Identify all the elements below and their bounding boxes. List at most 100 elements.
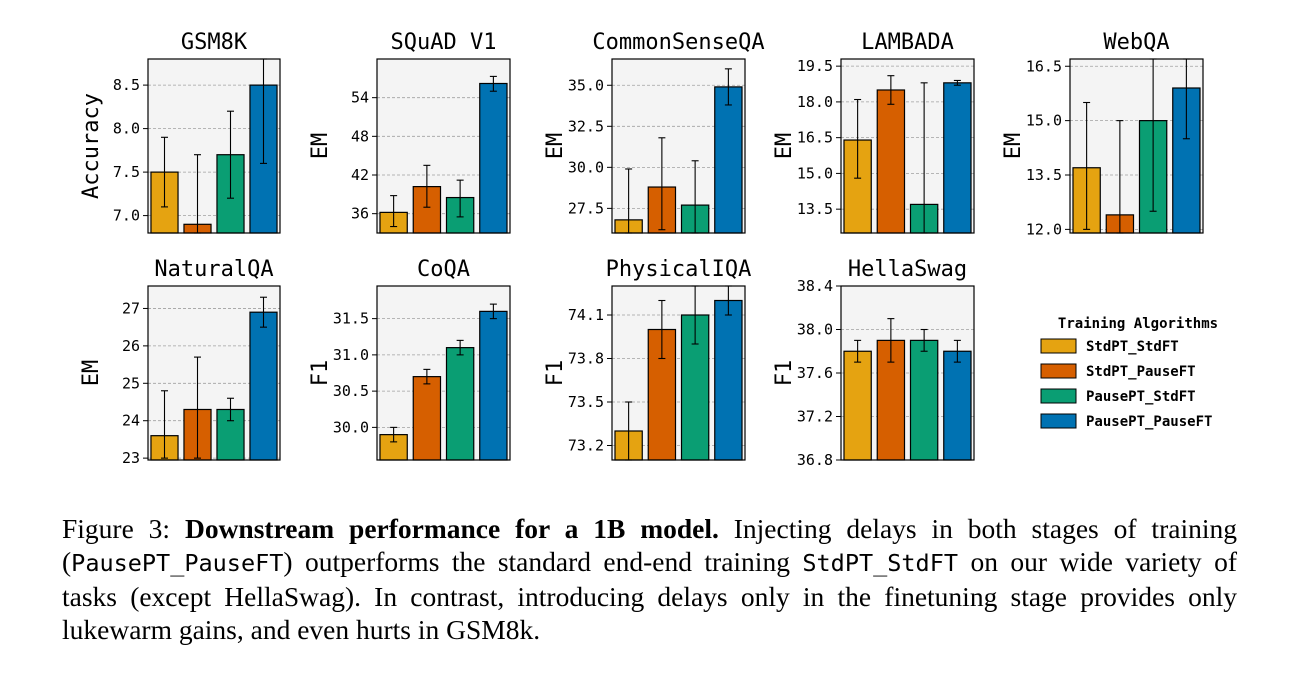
- figure-caption: Figure 3: Downstream performance for a 1…: [62, 512, 1237, 646]
- legend-swatch: [1040, 413, 1077, 429]
- plot-frame: [376, 285, 511, 461]
- y-axis-label: EM: [1001, 133, 1026, 160]
- y-tick-label: 19.5: [797, 57, 833, 75]
- bar-pausept_pauseft: [714, 86, 743, 234]
- legend-entry-label: StdPT_PauseFT: [1086, 364, 1196, 380]
- y-axis-label: EM: [772, 133, 797, 160]
- bar-pausept_pauseft: [714, 299, 743, 461]
- chart-panel-webqa: 12.0 13.5 15.0 16.5 WebQA EM: [1001, 30, 1204, 238]
- y-axis-label: F1: [543, 360, 568, 387]
- y-tick-label: 36.8: [797, 451, 833, 469]
- y-axis-label: EM: [543, 133, 568, 160]
- y-tick-label: 73.2: [568, 437, 604, 455]
- legend-swatch: [1040, 338, 1077, 354]
- y-tick-label: 37.6: [797, 364, 833, 382]
- y-tick-label: 12.0: [1026, 220, 1062, 238]
- y-tick-label: 27: [122, 299, 140, 317]
- y-tick-label: 16.5: [1026, 57, 1062, 75]
- bar-pausept_pauseft: [943, 350, 972, 461]
- caption-prefix: Figure 3:: [62, 513, 185, 544]
- y-tick-label: 16.5: [797, 129, 833, 147]
- y-tick-label: 31.5: [333, 310, 369, 328]
- y-tick-label: 32.5: [568, 117, 604, 135]
- legend-entry-label: PausePT_PauseFT: [1086, 414, 1212, 430]
- y-tick-label: 74.1: [568, 306, 604, 324]
- y-tick-label: 13.5: [797, 200, 833, 218]
- caption-code-2: StdPT_StdFT: [802, 549, 959, 577]
- chart-panel-lambada: 13.5 15.0 16.5 18.0 19.5 LAMBADA EM: [772, 30, 975, 234]
- bar-pausept_pauseft: [249, 311, 278, 461]
- chart-panel-naturalqa: 23 24 25 26 27 NaturalQA EM: [79, 257, 281, 467]
- chart-title: HellaSwag: [848, 257, 967, 282]
- y-tick-label: 18.0: [797, 93, 833, 111]
- chart-title: LAMBADA: [861, 30, 954, 55]
- plot-frame: [147, 58, 281, 234]
- y-tick-label: 23: [122, 449, 140, 467]
- caption-text-1: Injecting delays in both stages of train…: [62, 513, 1237, 577]
- legend-entry-label: StdPT_StdFT: [1086, 339, 1179, 355]
- y-axis-label: EM: [79, 360, 104, 387]
- caption-text-3: on our wide variety of tasks (except Hel…: [62, 546, 1237, 645]
- y-tick-label: 7.5: [113, 163, 140, 181]
- plot-frame: [1069, 58, 1204, 234]
- legend-title: Training Algorithms: [1058, 316, 1218, 332]
- bar-pausept_pauseft: [479, 310, 508, 461]
- y-tick-label: 15.0: [1026, 112, 1062, 130]
- bar-stdpt_stdft: [843, 350, 872, 461]
- chart-title: NaturalQA: [154, 257, 273, 282]
- plot-frame: [611, 285, 746, 461]
- y-axis-label: Accuracy: [79, 93, 104, 199]
- chart-panel-physicaliqa: 73.2 73.5 73.8 74.1 PhysicalIQA F1: [543, 257, 751, 461]
- y-tick-label: 30.0: [568, 158, 604, 176]
- bar-pausept_stdft: [445, 347, 475, 461]
- y-tick-label: 38.4: [797, 277, 833, 295]
- bar-stdpt_pauseft: [876, 89, 906, 234]
- y-tick-label: 48: [351, 127, 369, 145]
- chart-panel-squad-v1: 36 42 48 54 SQuAD V1 EM: [308, 30, 511, 234]
- y-tick-label: 26: [122, 337, 140, 355]
- chart-title: SQuAD V1: [391, 30, 497, 55]
- y-axis-label: F1: [772, 360, 797, 387]
- plot-frame: [147, 285, 281, 461]
- chart-panel-gsm8k: 7.0 7.5 8.0 8.5 GSM8K Accuracy: [79, 30, 281, 234]
- y-tick-label: 27.5: [568, 199, 604, 217]
- bar-pausept_stdft: [909, 339, 939, 461]
- y-tick-label: 13.5: [1026, 166, 1062, 184]
- caption-code-1: PausePT_PauseFT: [71, 549, 284, 577]
- y-axis-label: EM: [308, 133, 333, 160]
- plot-frame: [611, 58, 746, 234]
- chart-panel-coqa: 30.0 30.5 31.0 31.5 CoQA F1: [308, 257, 511, 461]
- y-tick-label: 73.8: [568, 350, 604, 368]
- y-tick-label: 38.0: [797, 321, 833, 339]
- y-tick-label: 30.0: [333, 418, 369, 436]
- legend-swatch: [1040, 363, 1077, 379]
- y-axis-label: F1: [308, 360, 333, 387]
- caption-bold: Downstream performance for a 1B model.: [184, 513, 719, 544]
- bar-pausept_pauseft: [943, 82, 972, 234]
- y-tick-label: 30.5: [333, 382, 369, 400]
- y-tick-label: 15.0: [797, 164, 833, 182]
- y-tick-label: 7.0: [113, 207, 140, 225]
- y-tick-label: 42: [351, 166, 369, 184]
- y-tick-label: 8.5: [113, 76, 140, 94]
- chart-title: CommonSenseQA: [592, 30, 764, 55]
- chart-panel-commonsenseqa: 27.5 30.0 32.5 35.0 CommonSenseQA EM: [543, 30, 765, 234]
- legend-swatch: [1040, 388, 1077, 404]
- plot-frame: [376, 58, 511, 234]
- chart-title: WebQA: [1103, 30, 1169, 55]
- chart-panel-hellaswag: 36.8 37.2 37.6 38.0 38.4 HellaSwag F1: [772, 257, 975, 469]
- caption-text-2: ) outperforms the standard end-end train…: [283, 546, 803, 577]
- plot-frame: [840, 285, 975, 461]
- chart-title: GSM8K: [181, 30, 248, 55]
- bar-stdpt_pauseft: [412, 376, 442, 461]
- y-tick-label: 8.0: [113, 120, 140, 138]
- legend-entry-label: PausePT_StdFT: [1086, 389, 1196, 405]
- figure: 7.0 7.5 8.0 8.5 GSM8K Accuracy 36 42 48 54 SQuAD V…: [79, 30, 1218, 469]
- y-tick-label: 31.0: [333, 346, 369, 364]
- chart-title: CoQA: [417, 257, 470, 282]
- y-tick-label: 35.0: [568, 76, 604, 94]
- y-tick-label: 37.2: [797, 408, 833, 426]
- y-tick-label: 24: [122, 412, 140, 430]
- bar-pausept_pauseft: [479, 82, 508, 234]
- y-tick-label: 36: [351, 205, 369, 223]
